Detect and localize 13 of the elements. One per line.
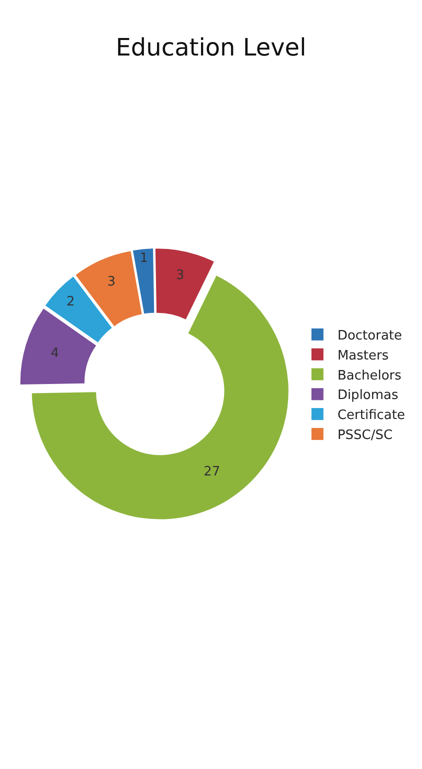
data-label: 27 (204, 464, 220, 480)
legend-label: Masters (337, 348, 389, 364)
data-label: 1 (140, 250, 148, 266)
data-label: 2 (66, 294, 75, 310)
legend-label: PSSC/SC (337, 428, 393, 444)
legend-label: Certificate (337, 408, 405, 424)
legend-label: Bachelors (337, 368, 402, 384)
data-label: 3 (107, 274, 116, 290)
chart-title: Education Level (116, 33, 306, 62)
data-label: 3 (176, 268, 184, 283)
legend-label: Doctorate (337, 328, 402, 344)
data-label: 4 (50, 346, 60, 362)
legend-label: Diplomas (337, 388, 399, 404)
